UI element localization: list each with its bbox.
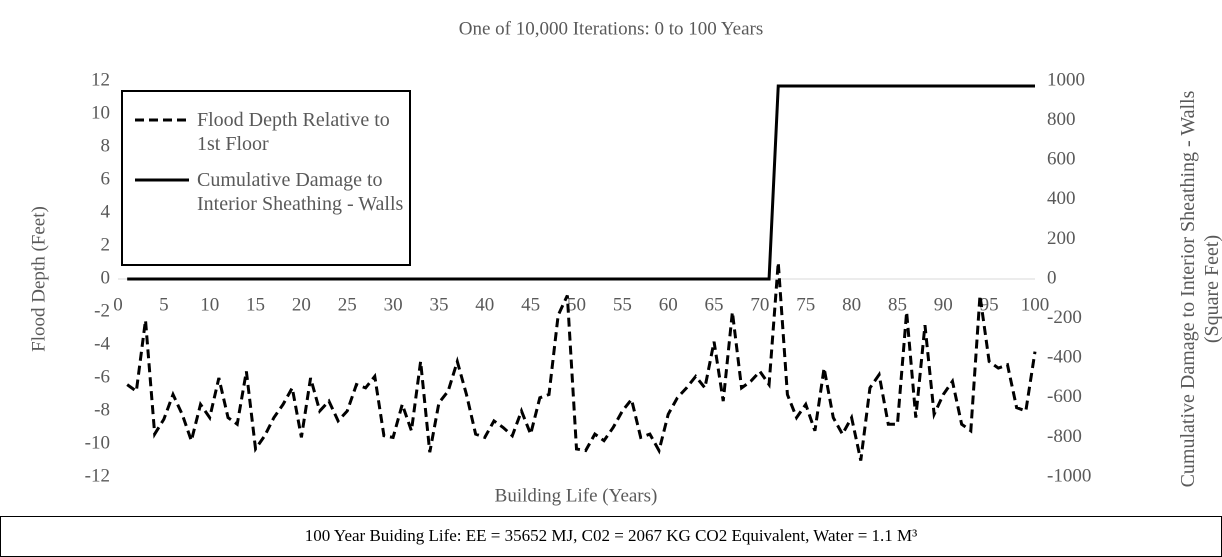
x-tick-label: 45 <box>521 294 540 315</box>
legend-entry: Cumulative Damage to Interior Sheathing … <box>131 168 412 216</box>
x-tick-label: 75 <box>796 294 815 315</box>
x-tick-label: 50 <box>567 294 586 315</box>
x-tick-label: 20 <box>292 294 311 315</box>
legend-label: Cumulative Damage to Interior Sheathing … <box>197 169 404 215</box>
x-tick-label: 65 <box>705 294 724 315</box>
x-tick-label: 90 <box>934 294 953 315</box>
y-tick-label: 10 <box>91 102 110 123</box>
y-tick-label: -6 <box>94 366 110 387</box>
x-tick-label: 25 <box>338 294 357 315</box>
x-tick-label: 95 <box>980 294 999 315</box>
y-tick-label: 12 <box>91 69 110 90</box>
x-tick-label: 30 <box>384 294 403 315</box>
y-tick-label: 4 <box>101 201 111 222</box>
y2-tick-label: -400 <box>1047 347 1082 368</box>
y2-tick-label: -600 <box>1047 386 1082 407</box>
x-tick-label: 70 <box>750 294 769 315</box>
x-tick-label: 100 <box>1021 294 1050 315</box>
legend-swatch <box>135 118 189 122</box>
y2-tick-label: 400 <box>1047 188 1076 209</box>
x-tick-label: 40 <box>475 294 494 315</box>
y-tick-label: -4 <box>94 333 110 354</box>
x-tick-label: 85 <box>888 294 907 315</box>
y-axis-title: Flood Depth (Feet) <box>28 206 49 352</box>
x-tick-label: 60 <box>659 294 678 315</box>
x-tick-label: 55 <box>613 294 632 315</box>
x-tick-label: 10 <box>200 294 219 315</box>
y2-tick-label: 200 <box>1047 228 1076 249</box>
x-axis-title: Building Life (Years) <box>495 485 658 506</box>
y-tick-label: -12 <box>85 465 110 486</box>
y2-axis-title: Cumulative Damage to Interior Sheathing … <box>1177 90 1222 488</box>
legend-swatch <box>135 178 189 182</box>
y-tick-label: 6 <box>101 168 111 189</box>
y2-tick-label: 600 <box>1047 149 1076 170</box>
y-tick-label: 8 <box>101 135 111 156</box>
series-line <box>127 84 1035 281</box>
legend: Flood Depth Relative to 1st Floor Cumulat… <box>121 90 411 266</box>
legend-entry: Flood Depth Relative to 1st Floor <box>131 108 412 156</box>
y2-tick-label: 0 <box>1047 267 1057 288</box>
y2-tick-label: -200 <box>1047 307 1082 328</box>
chart-title: One of 10,000 Iterations: 0 to 100 Years <box>459 18 764 39</box>
y-tick-label: 2 <box>101 234 111 255</box>
x-tick-label: 0 <box>113 294 123 315</box>
y2-tick-label: -800 <box>1047 426 1082 447</box>
y-tick-label: 0 <box>101 267 111 288</box>
series-line <box>126 262 1037 461</box>
y2-tick-label: -1000 <box>1047 465 1091 486</box>
x-tick-label: 5 <box>159 294 169 315</box>
y-tick-label: -10 <box>85 432 110 453</box>
y2-tick-label: 1000 <box>1047 69 1085 90</box>
y2-tick-label: 800 <box>1047 109 1076 130</box>
y-tick-label: -8 <box>94 399 110 420</box>
x-tick-label: 15 <box>246 294 265 315</box>
x-tick-label: 80 <box>842 294 861 315</box>
legend-label: Flood Depth Relative to 1st Floor <box>197 109 390 155</box>
y-tick-label: -2 <box>94 300 110 321</box>
x-tick-label: 35 <box>429 294 448 315</box>
footer-note: 100 Year Buiding Life: EE = 35652 MJ, C0… <box>0 516 1222 557</box>
